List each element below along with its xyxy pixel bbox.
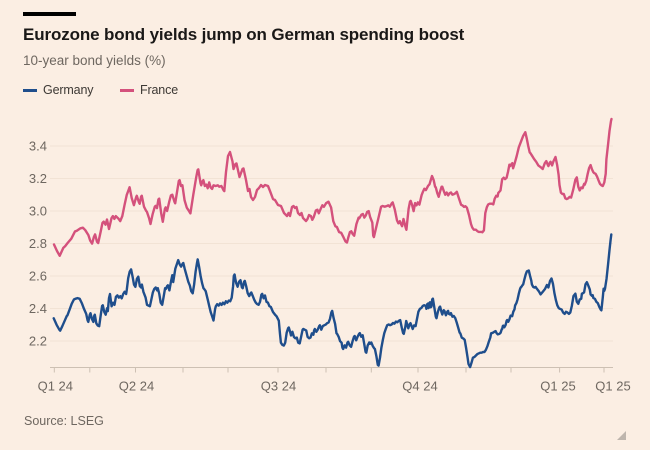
- svg-text:2.8: 2.8: [29, 236, 47, 251]
- svg-text:3.2: 3.2: [29, 171, 47, 186]
- svg-text:2.6: 2.6: [29, 269, 47, 284]
- svg-text:2.2: 2.2: [29, 334, 47, 349]
- svg-text:Q1 25: Q1 25: [540, 379, 575, 394]
- svg-text:Q1 24: Q1 24: [38, 379, 73, 394]
- svg-text:Q2 24: Q2 24: [119, 379, 154, 394]
- svg-text:2.4: 2.4: [29, 301, 47, 316]
- svg-text:Q1 25: Q1 25: [595, 379, 630, 394]
- svg-text:3.0: 3.0: [29, 204, 47, 219]
- svg-text:3.4: 3.4: [29, 139, 47, 154]
- svg-text:Q4 24: Q4 24: [402, 379, 437, 394]
- svg-text:Q3 24: Q3 24: [261, 379, 296, 394]
